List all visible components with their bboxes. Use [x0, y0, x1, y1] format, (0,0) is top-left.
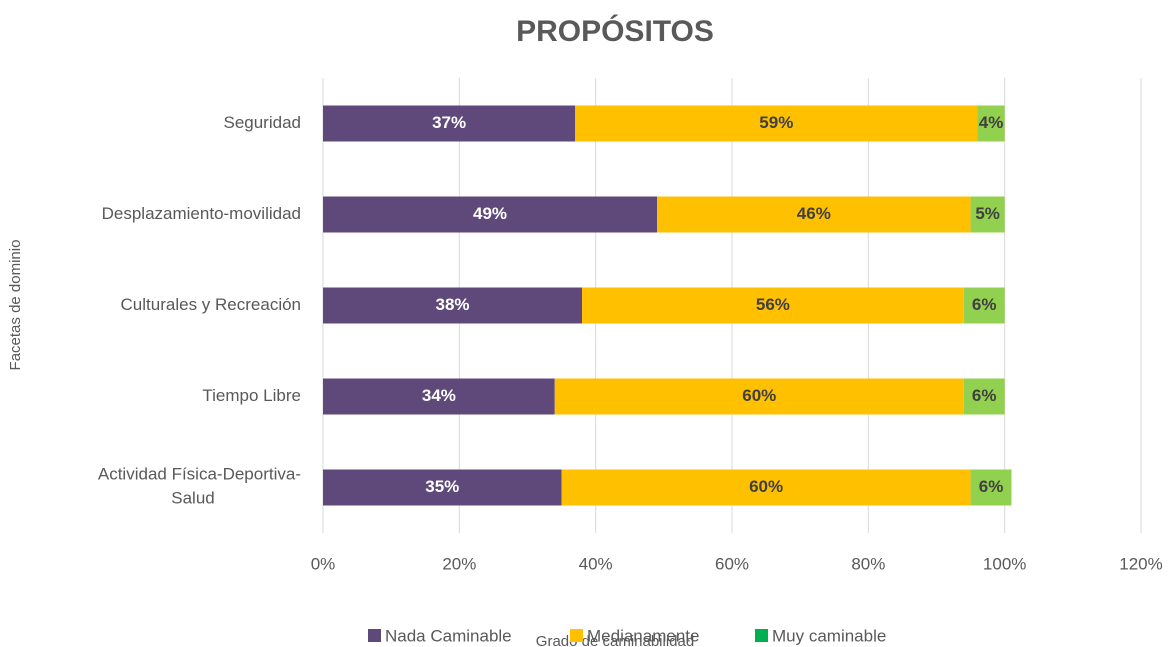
data-label: 56%: [756, 295, 790, 314]
y-tick-label: Actividad Física-Deportiva-Salud: [98, 465, 301, 508]
y-tick-label: Seguridad: [223, 113, 301, 132]
x-tick-label: 40%: [579, 554, 613, 573]
x-tick-label: 80%: [851, 554, 885, 573]
data-label: 46%: [797, 204, 831, 223]
y-axis-title: Facetas de dominio: [7, 240, 24, 371]
x-tick-label: 0%: [311, 554, 336, 573]
data-label: 35%: [425, 477, 459, 496]
x-tick-label: 60%: [715, 554, 749, 573]
x-tick-label: 120%: [1119, 554, 1162, 573]
legend-label: Medianamente: [587, 626, 699, 645]
bar-segment: [554, 378, 964, 415]
bar-segment: [323, 378, 555, 415]
y-tick-label: Culturales y Recreación: [121, 295, 301, 314]
data-label: 38%: [436, 295, 470, 314]
data-label: 34%: [422, 386, 456, 405]
data-label: 4%: [979, 113, 1004, 132]
data-label: 59%: [759, 113, 793, 132]
legend-swatch: [570, 629, 583, 642]
bar-segment: [963, 378, 1005, 415]
bar-segment: [561, 469, 971, 506]
data-label: 37%: [432, 113, 466, 132]
bar-segment: [582, 287, 964, 324]
y-tick-label: Desplazamiento-movilidad: [102, 204, 301, 223]
data-label: 6%: [979, 477, 1004, 496]
bar-segment: [575, 105, 978, 142]
legend-swatch: [368, 629, 381, 642]
data-label: 6%: [972, 386, 997, 405]
legend-label: Muy caminable: [772, 626, 886, 645]
bar-segment: [970, 469, 1012, 506]
y-tick-label: Tiempo Libre: [202, 386, 301, 405]
data-label: 6%: [972, 295, 997, 314]
bar-segment: [323, 287, 583, 324]
bar-segment: [970, 196, 1005, 233]
legend-swatch: [755, 629, 768, 642]
data-label: 5%: [975, 204, 1000, 223]
legend-label: Nada Caminable: [385, 626, 512, 645]
data-label: 60%: [742, 386, 776, 405]
bar-segment: [323, 469, 562, 506]
data-label: 60%: [749, 477, 783, 496]
bar-segment: [963, 287, 1005, 324]
x-tick-label: 100%: [983, 554, 1026, 573]
bar-segment: [323, 196, 658, 233]
x-tick-label: 20%: [442, 554, 476, 573]
chart-title: PROPÓSITOS: [516, 14, 714, 48]
bar-segment: [977, 105, 1005, 142]
data-label: 49%: [473, 204, 507, 223]
bar-segment: [657, 196, 971, 233]
bar-segment: [323, 105, 576, 142]
